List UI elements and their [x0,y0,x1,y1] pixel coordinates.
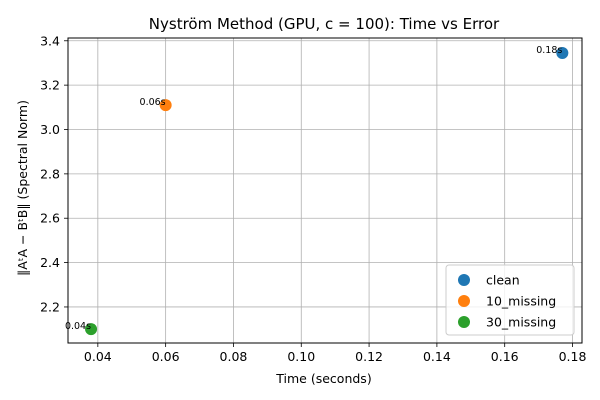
x-tick-label: 0.18 [559,349,587,364]
x-tick-label: 0.06 [152,349,180,364]
legend-label: 10_missing [486,294,556,309]
legend-box [445,264,575,336]
data-point-10_missing [159,99,172,112]
x-tick-label: 0.14 [423,349,451,364]
legend: clean 10_missing 30_missing [445,264,575,336]
x-tick-label: 0.08 [220,349,248,364]
axis-ticks: 0.04 0.06 0.08 0.10 0.12 0.14 0.16 0.18 2.2 2.4 2.… [40,33,586,364]
legend-marker-30_missing [458,316,470,328]
data-point-clean [556,46,569,59]
y-axis-label: ‖AᵗA − BᵗB‖ (Spectral Norm) [15,100,30,276]
x-tick-label: 0.04 [84,349,112,364]
y-tick-label: 2.6 [40,211,60,226]
y-tick-label: 3.0 [40,122,60,137]
x-tick-label: 0.12 [355,349,383,364]
y-tick-label: 2.2 [40,299,60,314]
data-point-label: 0.06s [140,97,166,108]
y-tick-label: 3.2 [40,78,60,93]
data-point-label: 0.18s [536,45,562,56]
data-points: 0.18s 0.06s 0.04s [65,45,569,336]
y-tick-label: 2.4 [40,255,60,270]
data-point-30_missing [85,323,98,336]
x-axis-label: Time (seconds) [275,371,371,386]
plot-frame [67,37,583,344]
x-tick-label: 0.16 [491,349,519,364]
data-point-label: 0.04s [65,321,91,332]
chart-title: Nyström Method (GPU, c = 100): Time vs E… [149,15,500,33]
y-tick-label: 2.8 [40,166,60,181]
legend-marker-10_missing [458,295,470,307]
legend-label: clean [486,273,520,288]
legend-label: 30_missing [486,315,556,330]
grid-lines [68,38,582,343]
legend-marker-clean [458,274,470,286]
x-tick-label: 0.10 [287,349,315,364]
y-tick-label: 3.4 [40,33,60,48]
